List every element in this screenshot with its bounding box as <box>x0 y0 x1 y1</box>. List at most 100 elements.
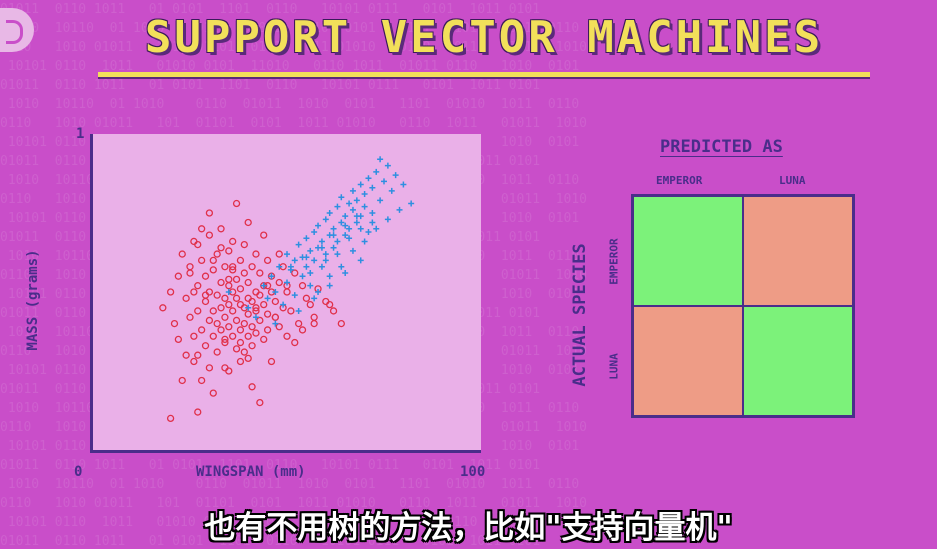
luna-point <box>245 304 252 311</box>
emperor-point <box>186 313 194 321</box>
luna-point <box>342 232 349 239</box>
channel-logo-icon <box>0 8 34 52</box>
emperor-point <box>291 338 299 347</box>
luna-point <box>346 235 353 242</box>
emperor-point <box>178 250 186 258</box>
luna-point <box>381 178 387 185</box>
luna-point <box>342 213 349 220</box>
emperor-point <box>326 300 334 309</box>
luna-point <box>338 194 345 201</box>
luna-point <box>346 225 353 232</box>
luna-point <box>299 273 306 280</box>
emperor-point <box>221 294 229 302</box>
luna-point <box>384 162 391 169</box>
emperor-point <box>209 332 217 340</box>
emperor-point <box>225 300 233 309</box>
emperor-point <box>252 304 260 312</box>
emperor-point <box>240 269 248 277</box>
luna-point <box>365 228 372 235</box>
emperor-point <box>217 244 225 252</box>
emperor-point <box>244 218 252 227</box>
luna-point <box>330 225 337 232</box>
emperor-point <box>170 319 179 328</box>
x-max-label: 100 <box>460 464 486 480</box>
emperor-point <box>221 364 229 372</box>
emperor-point <box>267 357 276 366</box>
luna-point <box>284 279 290 286</box>
confusion-actual-label: ACTUAL SPECIES <box>570 243 590 387</box>
emperor-point <box>256 398 264 407</box>
luna-point <box>349 206 356 213</box>
luna-point <box>311 257 318 264</box>
emperor-point <box>229 307 237 315</box>
emperor-point <box>236 285 245 293</box>
emperor-point <box>229 266 237 274</box>
emperor-point <box>197 256 206 265</box>
emperor-point <box>221 263 229 271</box>
luna-point <box>392 172 399 179</box>
emperor-point <box>182 351 190 359</box>
emperor-point <box>201 297 210 306</box>
confusion-col-luna: LUNA <box>779 174 806 187</box>
emperor-point <box>190 357 198 366</box>
luna-point <box>318 244 325 251</box>
emperor-point <box>201 291 210 299</box>
page-title: SUPPORT VECTOR MACHINES <box>144 12 824 63</box>
luna-point <box>315 222 322 229</box>
luna-point <box>384 216 391 223</box>
emperor-point <box>213 348 221 356</box>
emperor-point <box>263 326 272 334</box>
y-axis-label: MASS (grams) <box>25 249 41 351</box>
confusion-cell-emperor-luna <box>743 196 853 306</box>
emperor-point <box>283 288 291 296</box>
emperor-point <box>166 288 175 296</box>
luna-point <box>326 210 333 216</box>
luna-point <box>338 219 345 226</box>
emperor-point <box>252 307 260 315</box>
luna-point <box>284 251 290 258</box>
emperor-point <box>240 240 248 249</box>
emperor-point <box>182 294 190 302</box>
emperor-point <box>294 319 303 328</box>
emperor-point <box>213 291 221 299</box>
emperor-point <box>205 209 214 217</box>
emperor-point <box>217 278 225 287</box>
luna-point <box>361 191 368 198</box>
luna-point <box>334 251 341 258</box>
emperor-point <box>205 231 214 239</box>
luna-point <box>307 270 314 277</box>
emperor-point <box>260 335 268 344</box>
emperor-point <box>337 319 345 328</box>
emperor-point <box>263 256 272 265</box>
luna-point <box>303 254 310 261</box>
luna-point <box>330 232 337 239</box>
emperor-point <box>229 237 237 246</box>
luna-point <box>377 156 384 163</box>
emperor-point <box>260 231 268 239</box>
emperor-point <box>197 225 206 233</box>
emperor-point <box>298 326 307 334</box>
luna-point <box>349 247 356 254</box>
luna-point <box>291 292 298 299</box>
luna-point <box>357 181 364 188</box>
emperor-point <box>174 335 183 344</box>
emperor-point <box>256 316 264 325</box>
emperor-point <box>190 288 198 296</box>
luna-point <box>272 320 279 327</box>
emperor-point <box>232 345 241 353</box>
emperor-point <box>201 342 210 350</box>
emperor-point <box>287 307 295 315</box>
luna-point <box>311 228 318 235</box>
emperor-point <box>256 269 264 277</box>
emperor-point <box>329 307 338 315</box>
luna-point <box>322 251 329 258</box>
luna-point <box>361 203 368 210</box>
emperor-point <box>221 335 229 344</box>
emperor-point <box>217 225 225 233</box>
luna-point <box>373 168 380 175</box>
emperor-point <box>275 323 283 331</box>
emperor-point <box>232 294 241 302</box>
emperor-point <box>240 319 248 328</box>
emperor-point <box>275 278 283 287</box>
confusion-row-luna: LUNA <box>607 353 621 380</box>
